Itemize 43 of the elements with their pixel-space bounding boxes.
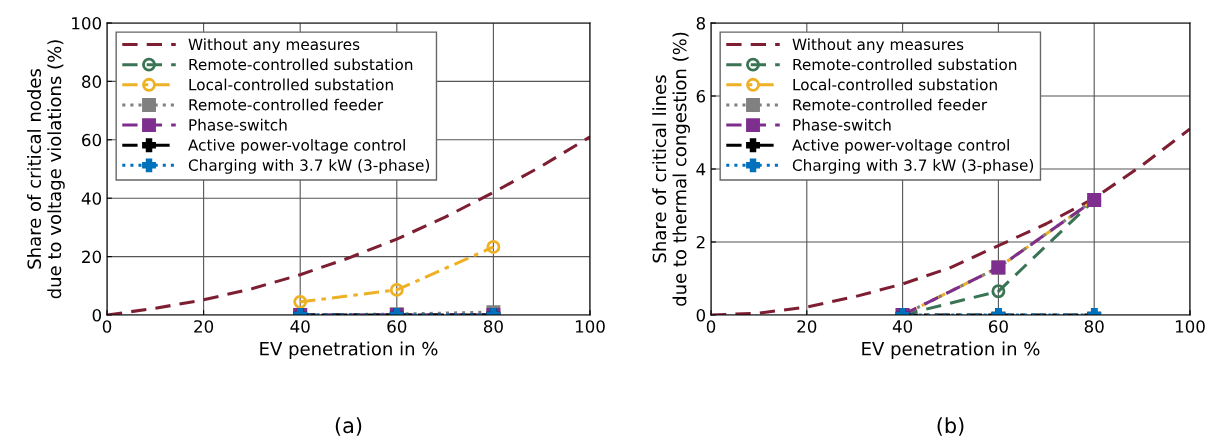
- x-tick-label: 80: [483, 320, 503, 333]
- legend-label: Phase-switch: [189, 118, 287, 131]
- x-tick-label: 60: [387, 320, 407, 333]
- legend-label: Charging with 3.7 kW (3-phase): [188, 159, 430, 174]
- y-axis-title: Share of critical nodes due to voltage violations (%): [27, 40, 65, 299]
- x-tick-label: 40: [290, 320, 310, 333]
- x-tick-label: 80: [1084, 320, 1104, 333]
- y-tick-label: 0: [92, 308, 102, 322]
- y-axis-title: Share of critical lines due to thermal congestion (%): [652, 32, 690, 306]
- y-tick-label: 20: [82, 250, 102, 264]
- y-tick-label: 40: [81, 192, 102, 205]
- x-tick-label: 60: [988, 320, 1008, 333]
- legend-label: Remote-controlled feeder: [189, 98, 384, 111]
- x-tick-label: 0: [706, 320, 716, 333]
- legend-label: Charging with 3.7 kW (3-phase): [792, 159, 1034, 174]
- legend-label: Remote-controlled feeder: [793, 98, 988, 111]
- text: (b): [937, 417, 964, 436]
- legend-label: Local-controlled substation: [189, 78, 393, 91]
- legend-label: Without any measures: [792, 38, 964, 54]
- legend-label: Active power-voltage control: [188, 138, 405, 154]
- x-tick-label: 100: [575, 320, 605, 333]
- x-tick-label: 40: [892, 320, 913, 333]
- legend-label: Phase-switch: [793, 118, 891, 131]
- y-tick-label: 80: [82, 75, 102, 88]
- x-tick-label: 0: [102, 320, 112, 333]
- text: (a): [335, 417, 362, 436]
- x-tick-label: 100: [1175, 320, 1205, 333]
- x-tick-label: 20: [194, 320, 214, 333]
- x-tick-label: 20: [797, 320, 817, 333]
- x-axis-title: EV penetration in %: [862, 341, 1040, 360]
- legend-label: Remote-controlled substation: [189, 58, 413, 71]
- y-tick-label: 8: [696, 16, 705, 30]
- legend-label: Local-controlled substation: [793, 78, 997, 91]
- y-tick-label: 100: [72, 16, 102, 30]
- legend-label: Active power-voltage control: [792, 138, 1009, 154]
- legend-label: Remote-controlled substation: [793, 58, 1017, 71]
- y-tick-label: 60: [82, 133, 102, 147]
- x-axis-title: EV penetration in %: [260, 341, 438, 360]
- legend-label: Without any measures: [188, 38, 360, 54]
- y-tick-label: 0: [696, 308, 706, 322]
- y-tick-label: 2: [696, 235, 705, 249]
- y-tick-label: 6: [696, 89, 706, 103]
- y-tick-label: 4: [696, 163, 706, 176]
